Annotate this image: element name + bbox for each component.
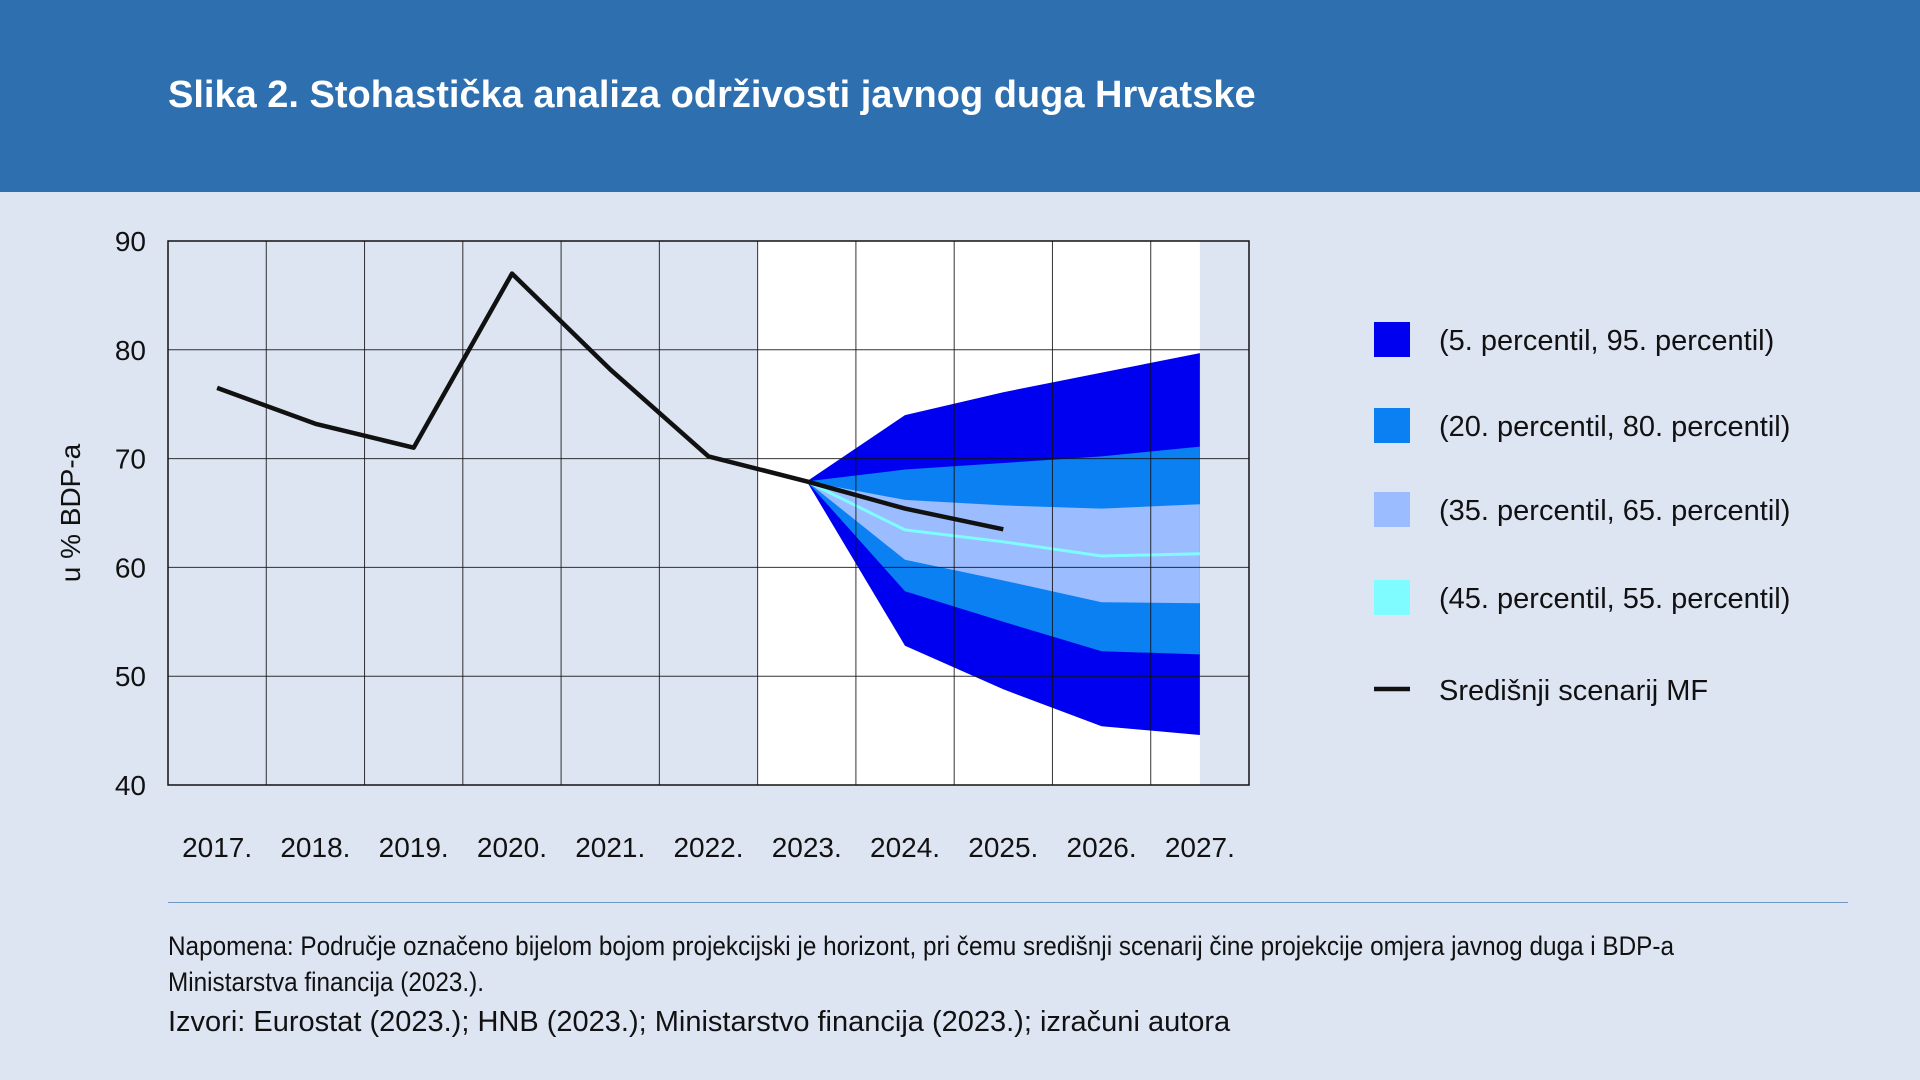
legend-swatch xyxy=(1374,408,1410,443)
y-axis-label: u % BDP-a xyxy=(55,443,86,582)
y-tick-label: 40 xyxy=(115,770,146,801)
x-tick-label: 2021. xyxy=(575,832,645,863)
chart-title: Slika 2. Stohastička analiza održivosti … xyxy=(168,74,1256,116)
legend-label: (5. percentil, 95. percentil) xyxy=(1439,325,1774,357)
x-tick-label: 2027. xyxy=(1165,832,1235,863)
footnote-text: Napomena: Područje označeno bijelom bojo… xyxy=(168,931,1674,997)
legend-label: (35. percentil, 65. percentil) xyxy=(1439,495,1790,527)
y-tick-label: 50 xyxy=(115,661,146,692)
y-tick-label: 80 xyxy=(115,335,146,366)
x-tick-label: 2026. xyxy=(1067,832,1137,863)
legend-swatch xyxy=(1374,322,1410,357)
x-tick-label: 2019. xyxy=(379,832,449,863)
x-tick-label: 2018. xyxy=(280,832,350,863)
x-tick-label: 2024. xyxy=(870,832,940,863)
x-tick-label: 2025. xyxy=(968,832,1038,863)
header-banner: Slika 2. Stohastička analiza održivosti … xyxy=(0,0,1920,192)
legend-swatch xyxy=(1374,580,1410,615)
legend-label: Središnji scenarij MF xyxy=(1439,675,1708,707)
x-tick-label: 2022. xyxy=(673,832,743,863)
y-tick-label: 70 xyxy=(115,444,146,475)
fan-chart: 40 50 60 70 80 90 2017. 2018. 2019. 2020. 2021. 202… xyxy=(55,226,1790,863)
legend-swatch xyxy=(1374,492,1410,527)
x-tick-label: 2017. xyxy=(182,832,252,863)
footer-divider xyxy=(168,902,1848,903)
y-tick-label: 60 xyxy=(115,552,146,583)
y-tick-label: 90 xyxy=(115,226,146,257)
central-scenario-line xyxy=(216,271,1004,532)
x-tick-label: 2023. xyxy=(772,832,842,863)
plot-frame xyxy=(167,240,1250,786)
legend-label: (45. percentil, 55. percentil) xyxy=(1439,583,1790,615)
sources-text: Izvori: Eurostat (2023.); HNB (2023.); M… xyxy=(168,1006,1231,1038)
x-tick-label: 2020. xyxy=(477,832,547,863)
legend-label: (20. percentil, 80. percentil) xyxy=(1439,411,1790,443)
band-45-55 xyxy=(806,480,1200,558)
